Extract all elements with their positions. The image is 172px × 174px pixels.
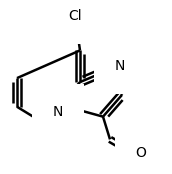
Text: Cl: Cl [68, 9, 82, 23]
Text: N: N [53, 105, 63, 119]
Text: O: O [135, 146, 146, 160]
Text: N: N [115, 60, 125, 73]
